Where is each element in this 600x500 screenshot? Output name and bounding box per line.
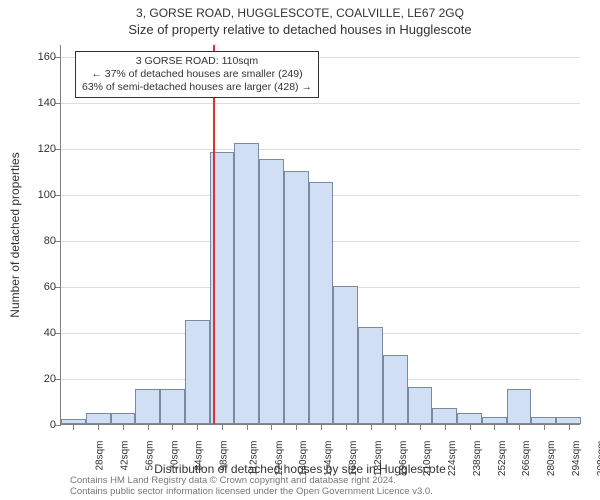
y-tick-label: 20	[22, 373, 56, 385]
x-tick	[395, 424, 396, 430]
histogram-bar	[531, 417, 556, 424]
marker-line	[213, 45, 215, 424]
x-tick	[247, 424, 248, 430]
histogram-bar	[160, 389, 185, 424]
histogram-bar	[482, 417, 507, 424]
x-tick	[420, 424, 421, 430]
x-axis-label: Distribution of detached houses by size …	[0, 462, 600, 476]
x-tick	[544, 424, 545, 430]
x-tick	[470, 424, 471, 430]
x-tick	[445, 424, 446, 430]
x-tick	[73, 424, 74, 430]
x-tick	[296, 424, 297, 430]
chart-super-title: 3, GORSE ROAD, HUGGLESCOTE, COALVILLE, L…	[0, 6, 600, 20]
y-tick-label: 120	[22, 143, 56, 155]
x-tick	[148, 424, 149, 430]
y-tick-label: 160	[22, 51, 56, 63]
histogram-bar	[408, 387, 433, 424]
x-tick	[222, 424, 223, 430]
x-tick	[271, 424, 272, 430]
x-tick	[519, 424, 520, 430]
histogram-bar	[86, 413, 111, 425]
y-axis-label: Number of detached properties	[8, 152, 22, 317]
x-tick	[346, 424, 347, 430]
annotation-box: 3 GORSE ROAD: 110sqm← 37% of detached ho…	[75, 51, 319, 98]
x-tick	[98, 424, 99, 430]
histogram-bar	[259, 159, 284, 424]
histogram-bar	[383, 355, 408, 424]
gridline	[61, 103, 580, 104]
histogram-bar	[358, 327, 383, 424]
x-tick	[321, 424, 322, 430]
x-tick	[197, 424, 198, 430]
footnote: Contains HM Land Registry data © Crown c…	[70, 476, 433, 498]
histogram-bar	[111, 413, 136, 425]
y-tick-label: 40	[22, 327, 56, 339]
histogram-bar	[556, 417, 581, 424]
chart-title: Size of property relative to detached ho…	[0, 22, 600, 37]
y-tick-label: 100	[22, 189, 56, 201]
y-tick-label: 140	[22, 97, 56, 109]
x-tick	[123, 424, 124, 430]
gridline	[61, 149, 580, 150]
x-tick	[494, 424, 495, 430]
x-tick	[172, 424, 173, 430]
histogram-bar	[309, 182, 334, 424]
y-tick-label: 0	[22, 419, 56, 431]
footnote-line-2: Contains public sector information licen…	[70, 487, 433, 498]
histogram-bar	[234, 143, 259, 424]
y-tick-label: 80	[22, 235, 56, 247]
annotation-line: 63% of semi-detached houses are larger (…	[82, 81, 312, 94]
histogram-bar	[135, 389, 160, 424]
annotation-line: ← 37% of detached houses are smaller (24…	[82, 68, 312, 81]
x-tick	[371, 424, 372, 430]
histogram-bar	[333, 286, 358, 424]
histogram-bar	[185, 320, 210, 424]
annotation-line: 3 GORSE ROAD: 110sqm	[82, 55, 312, 68]
histogram-bar	[507, 389, 532, 424]
histogram-bar	[284, 171, 309, 424]
y-tick-label: 60	[22, 281, 56, 293]
chart-container: { "super_title": "3, GORSE ROAD, HUGGLES…	[0, 0, 600, 500]
plot-area: 02040608010012014016028sqm42sqm56sqm70sq…	[60, 45, 580, 425]
x-tick	[569, 424, 570, 430]
histogram-bar	[432, 408, 457, 424]
histogram-bar	[457, 413, 482, 425]
